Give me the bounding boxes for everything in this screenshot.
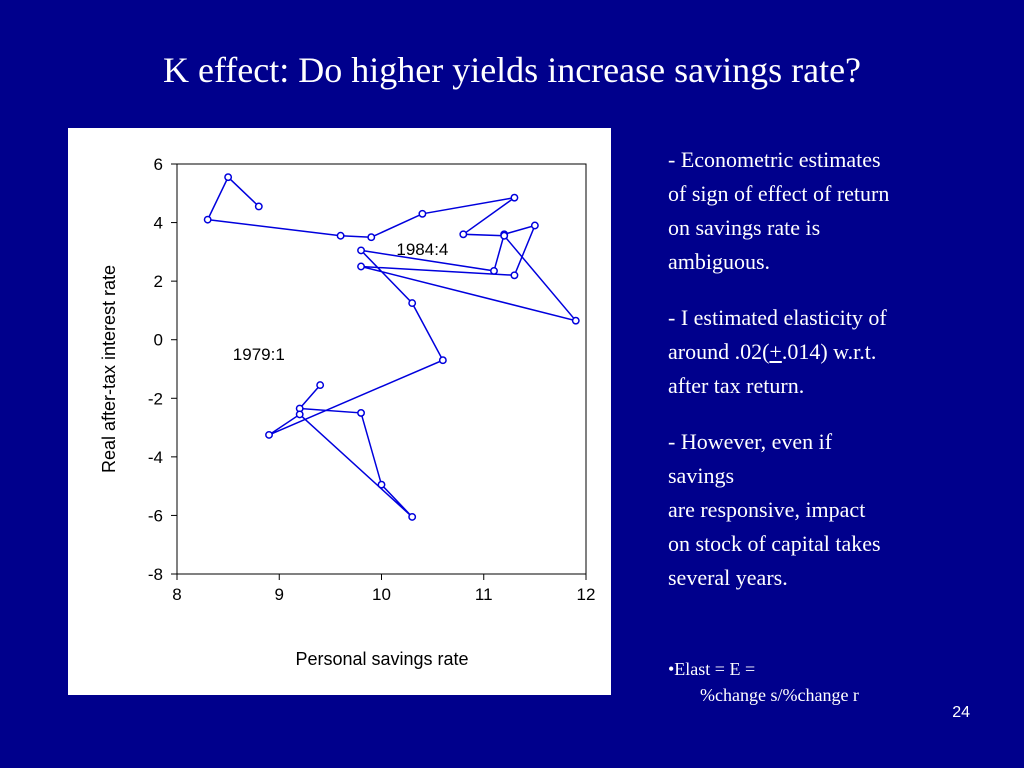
elasticity-formula-line: •Elast = E = (668, 659, 756, 679)
bullet-line: after tax return. (668, 373, 805, 398)
x-tick-label: 10 (372, 585, 391, 604)
date-annotation: 1979:1 (233, 345, 285, 364)
data-point (357, 408, 365, 417)
y-tick-label: -8 (148, 565, 163, 584)
x-tick-label: 11 (475, 585, 493, 604)
data-point (530, 221, 539, 230)
data-point (459, 230, 468, 239)
data-point (571, 316, 580, 325)
data-point (408, 512, 417, 521)
data-point (490, 266, 498, 275)
plot-frame (176, 163, 587, 575)
bullet-econometric-estimates: - Econometric estimates of sign of effec… (668, 143, 988, 279)
bullet-line-prefix: around .02( (668, 339, 770, 364)
bullet-line: several years. (668, 565, 788, 590)
bullet-line-suffix: .014) w.r.t. (781, 339, 877, 364)
bullet-line: - Econometric estimates (668, 147, 881, 172)
data-point (438, 356, 447, 365)
data-point (500, 231, 509, 240)
y-tick-label: 4 (154, 214, 163, 233)
data-point (357, 262, 365, 271)
bullet-line: on savings rate is (668, 215, 821, 240)
bullet-line: of sign of effect of return (668, 181, 890, 206)
data-point (418, 209, 427, 218)
plus-minus-sign: + (769, 339, 782, 364)
x-tick-label: 9 (275, 585, 284, 604)
bullet-elasticity-estimate: - I estimated elasticity of around .02(+… (668, 301, 988, 403)
bullet-line: ambiguous. (668, 249, 771, 274)
bullet-line: are responsive, impact (668, 497, 866, 522)
data-point (336, 231, 345, 240)
bullet-line: - I estimated elasticity of (668, 305, 887, 330)
data-point (254, 202, 263, 211)
data-point (316, 381, 325, 390)
data-point (203, 215, 212, 224)
bullet-line: - However, even if (668, 429, 833, 454)
y-tick-label: -2 (148, 389, 163, 408)
savings-interest-chart: 8 9 10 11 12 6 4 2 0 -2 -4 -6 -8 1979:1 1984:4 Person… (99, 155, 596, 669)
slide-title: K effect: Do higher yields increase savi… (162, 50, 862, 90)
data-point (357, 246, 365, 255)
bullet-savings-response: - However, even if savings are responsiv… (668, 425, 988, 595)
page-number: 24 (952, 704, 970, 721)
elasticity-ratio-line: %change s/%change r (700, 685, 859, 705)
x-tick-label: 12 (577, 585, 596, 604)
date-annotation: 1984:4 (396, 240, 448, 259)
y-tick-label: -4 (148, 448, 163, 467)
y-tick-label: 6 (154, 155, 163, 174)
chart-panel: 8 9 10 11 12 6 4 2 0 -2 -4 -6 -8 1979:1 1984:4 Person… (68, 128, 611, 695)
data-point (377, 480, 386, 489)
data-point (295, 410, 304, 419)
data-point (510, 193, 519, 202)
x-tick-label: 8 (172, 585, 181, 604)
y-tick-label: -6 (148, 506, 163, 525)
bullet-line: on stock of capital takes (668, 531, 881, 556)
data-point (408, 299, 417, 308)
data-point (224, 173, 233, 182)
data-point (510, 271, 519, 280)
x-axis-label: Personal savings rate (295, 649, 468, 669)
bullet-list: - Econometric estimates of sign of effec… (668, 143, 988, 617)
elasticity-definition: •Elast = E = %change s/%change r (668, 656, 998, 708)
y-axis-label: Real after-tax interest rate (99, 265, 119, 473)
y-tick-label: 0 (154, 331, 163, 350)
y-tick-label: 2 (154, 272, 163, 291)
data-point (265, 430, 273, 439)
data-point (367, 233, 376, 242)
bullet-line: savings (668, 463, 734, 488)
